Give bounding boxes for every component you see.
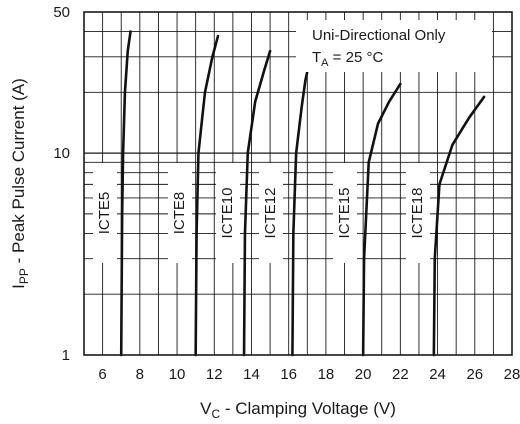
curve-label-bg [406, 163, 430, 263]
curve-label-icte8: ICTE8 [171, 192, 188, 235]
curve-label-bg [259, 163, 283, 263]
x-tick-label: 6 [98, 366, 106, 383]
annotation-rest: = 25 °C [329, 49, 384, 66]
y-tick-label: 10 [53, 145, 70, 162]
curve-label-bg [168, 163, 192, 263]
x-tick-label: 12 [206, 366, 223, 383]
curve-labels: ICTE5 ICTE8 ICTE10 ICTE12 ICTE15 ICTE18 [93, 163, 430, 263]
curve-icte18 [432, 95, 486, 357]
annotation-subscript: A [321, 57, 329, 69]
curve-icte15 [361, 82, 402, 357]
x-axis-title-rest: - Clamping Voltage (V) [220, 399, 396, 418]
curve-label-bg [333, 163, 357, 263]
x-tick-label: 8 [136, 366, 144, 383]
annotation-line-2: TA = 25 °C [312, 49, 383, 69]
annotation-line-1: Uni-Directional Only [312, 27, 446, 44]
annotation-box [296, 20, 492, 72]
y-axis-title-sub: PP [17, 268, 31, 284]
curve-icte10 [242, 49, 272, 357]
x-tick-label: 24 [429, 366, 446, 383]
curve-icte5 [119, 30, 132, 357]
curve-icte8 [194, 34, 220, 357]
x-tick-label: 16 [280, 366, 297, 383]
curve-label-icte5: ICTE5 [96, 192, 113, 235]
curves [119, 30, 486, 357]
curve-label-icte10: ICTE10 [219, 188, 236, 239]
x-axis-title-main: V [200, 399, 212, 418]
x-tick-label: 20 [355, 366, 372, 383]
x-tick-label: 18 [318, 366, 335, 383]
x-axis-title: VC - Clamping Voltage (V) [200, 399, 396, 421]
x-tick-label: 10 [169, 366, 186, 383]
y-axis-title-rest: - Peak Pulse Current (A) [9, 78, 28, 268]
x-axis-ticks: 6 8 10 12 14 16 18 20 22 24 26 28 [98, 366, 520, 383]
y-tick-label: 50 [53, 4, 70, 21]
y-tick-label: 1 [62, 347, 70, 364]
curve-label-bg [93, 163, 117, 263]
x-tick-label: 26 [466, 366, 483, 383]
y-axis-title: IPP - Peak Pulse Current (A) [9, 78, 31, 289]
curve-icte12 [291, 61, 311, 357]
curve-label-icte15: ICTE15 [336, 188, 353, 239]
y-axis-ticks: 1 10 50 [53, 4, 70, 364]
x-tick-label: 14 [243, 366, 260, 383]
curve-label-icte12: ICTE12 [262, 188, 279, 239]
plot-frame [83, 11, 513, 356]
x-tick-label: 28 [504, 366, 520, 383]
curve-label-bg [216, 163, 240, 263]
x-tick-label: 22 [392, 366, 409, 383]
annotation-t: T [312, 49, 321, 66]
curve-label-icte18: ICTE18 [409, 188, 426, 239]
x-axis-title-sub: C [211, 407, 220, 421]
y-axis-title-main: I [9, 284, 28, 289]
